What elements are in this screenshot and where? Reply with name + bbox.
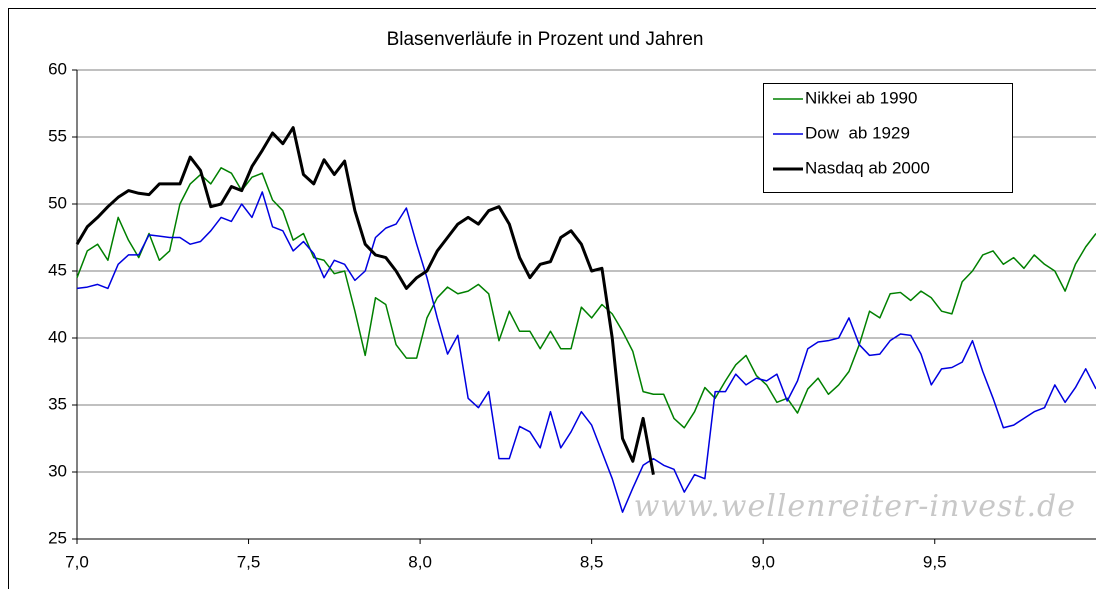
watermark: www.wellenreiter-invest.de: [634, 489, 1076, 524]
legend-box: [763, 83, 1013, 193]
y-tick-label: 25: [48, 528, 67, 547]
x-tick-label: 7,5: [237, 552, 261, 571]
x-tick-label: 7,0: [65, 552, 89, 571]
legend-label: Nasdaq ab 2000: [805, 158, 930, 177]
x-tick-label: 9,5: [923, 552, 947, 571]
x-tick-label: 8,5: [580, 552, 604, 571]
y-tick-label: 35: [48, 394, 67, 413]
legend-label: Dow ab 1929: [805, 123, 910, 142]
y-tick-label: 30: [48, 461, 67, 480]
y-tick-label: 40: [48, 327, 67, 346]
data-line: [76, 191, 1096, 513]
legend-label: Nikkei ab 1990: [805, 88, 917, 107]
legend: Nikkei ab 1990 Dow ab 1929 Nasdaq ab 2000: [763, 83, 1013, 193]
y-tick-label: 55: [48, 126, 67, 145]
x-tick-label: 9,0: [751, 552, 775, 571]
y-tick-label: 50: [48, 193, 67, 212]
y-tick-label: 60: [48, 59, 67, 78]
y-tick-label: 45: [48, 260, 67, 279]
data-line: [75, 126, 655, 475]
data-line: [76, 167, 1096, 429]
chart-title: Blasenverläufe in Prozent und Jahren: [387, 29, 704, 50]
x-tick-label: 8,0: [408, 552, 432, 571]
